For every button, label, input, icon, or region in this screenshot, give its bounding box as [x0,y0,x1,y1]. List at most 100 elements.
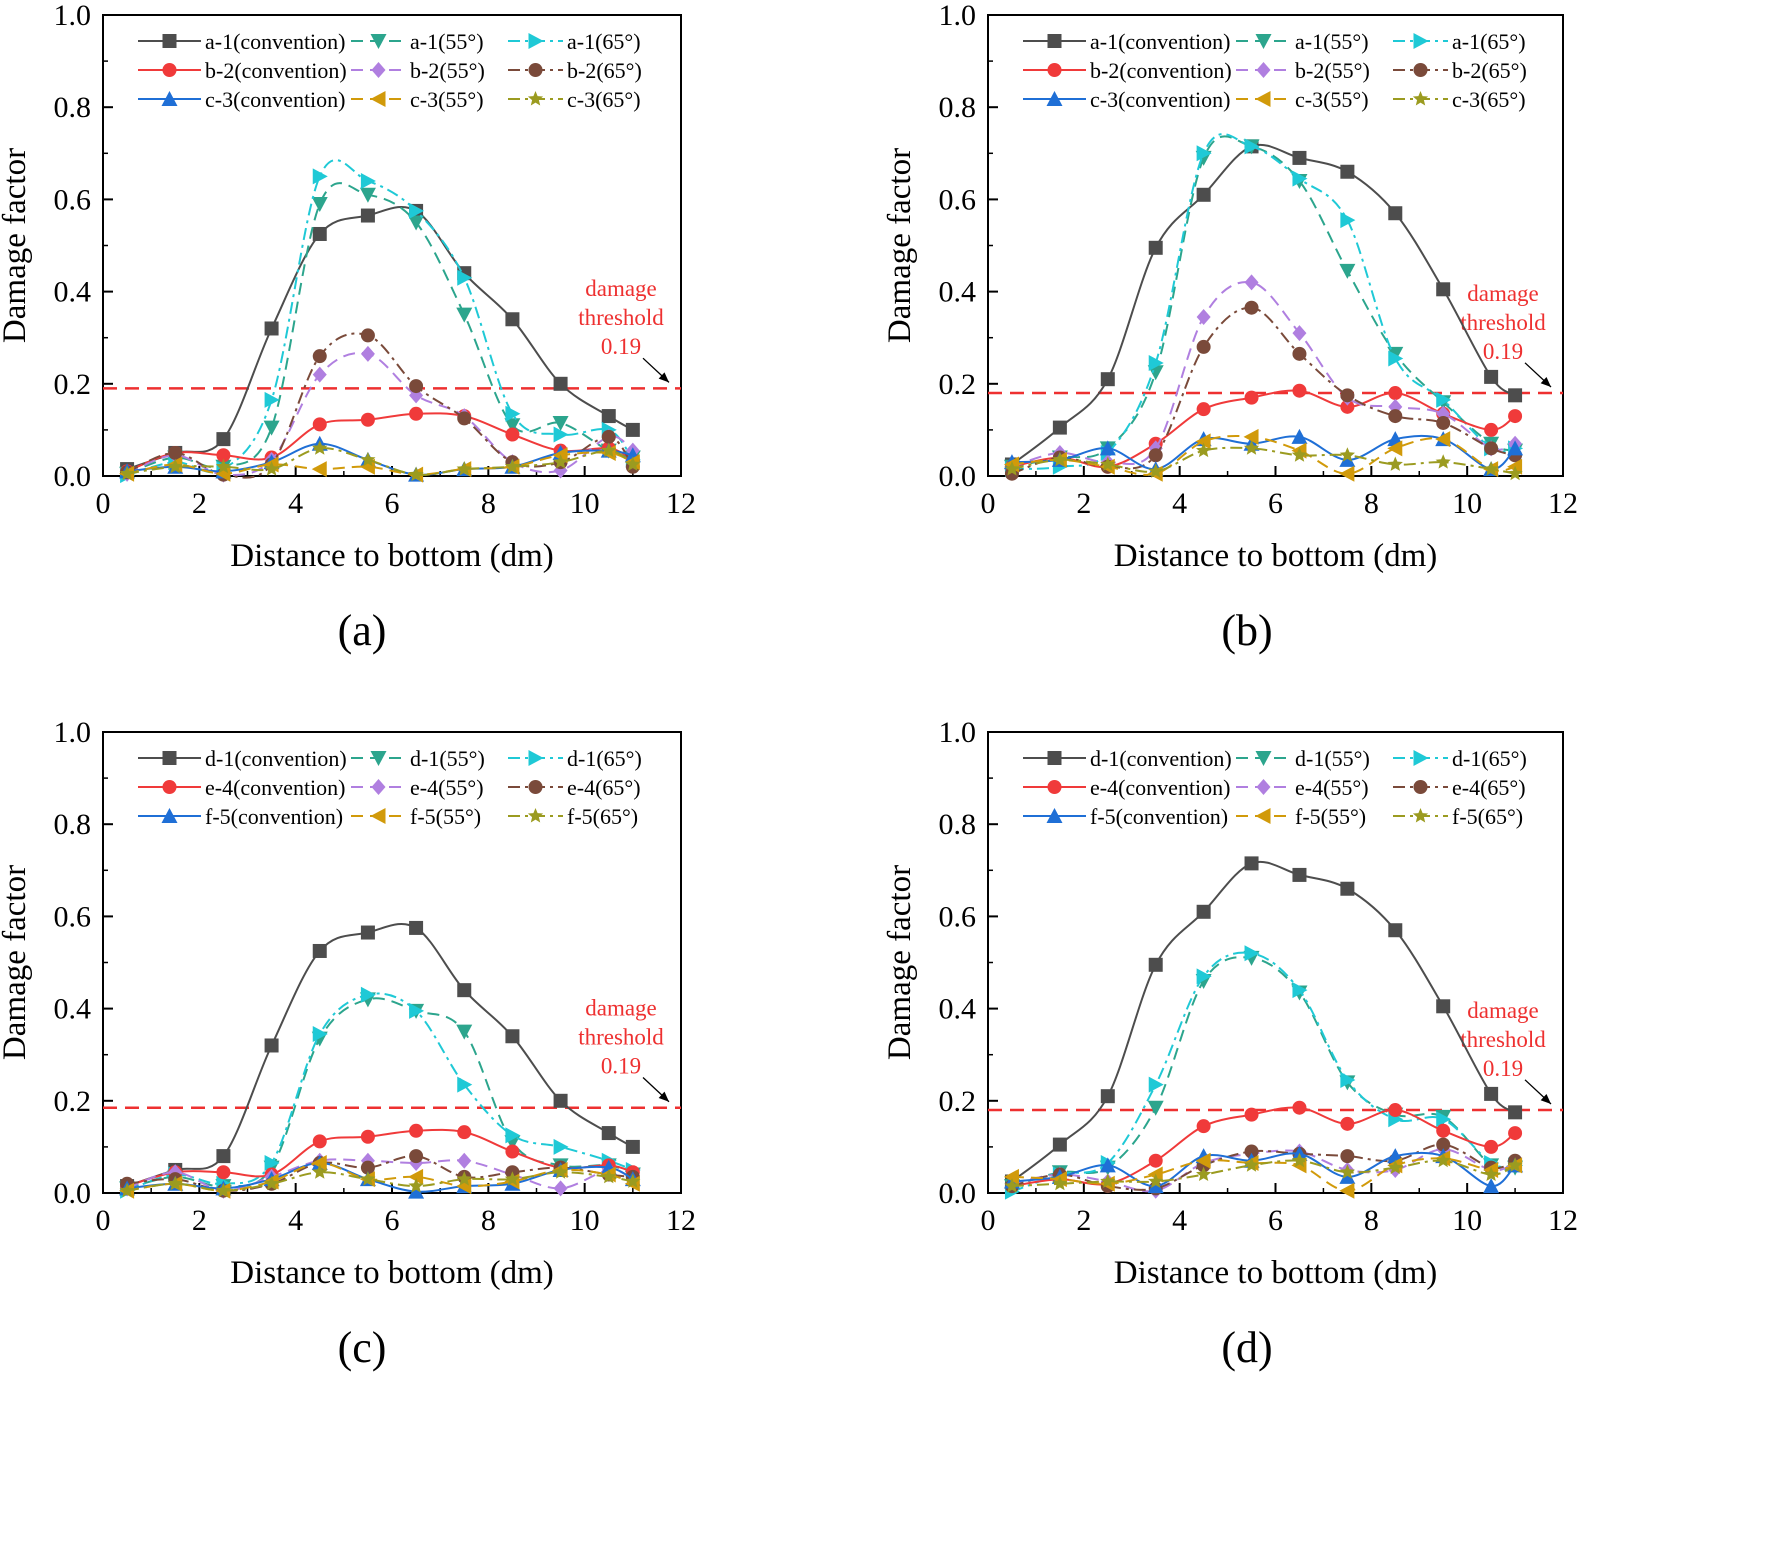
chart-panel-2: 0 2 4 6 8 10 12 0.0 0.2 0.4 0.6 0.8 1.0 Distance to b… [882,0,1578,655]
data-point [1148,355,1164,372]
data-point [1340,1072,1356,1089]
data-point [119,1182,135,1198]
data-point [601,1126,616,1141]
data-point [263,420,280,436]
legend-swatch-marker [371,62,386,78]
x-tick-label: 8 [1364,487,1379,520]
data-point [1387,1159,1403,1175]
threshold-label: 0.19 [1483,1056,1523,1081]
x-tick-label: 2 [1076,487,1091,520]
data-point [312,440,328,455]
legend-entry: d-1(65°) [508,746,642,771]
threshold-label: threshold [1460,310,1546,335]
panel-label: (c) [338,1323,387,1372]
legend-entry: c-3(convention) [138,87,346,112]
series-line [1011,1148,1516,1193]
data-point [409,1149,424,1164]
legend-swatch-marker [1255,34,1272,49]
legend-label: e-4(convention) [205,775,346,800]
data-point [1244,945,1260,962]
x-tick-label: 4 [288,1204,303,1237]
data-point [1292,867,1307,882]
data-point [312,1134,327,1149]
data-point [360,925,375,940]
legend-swatch-marker [1256,779,1271,795]
data-point [311,461,327,478]
legend-entry: f-5(55°) [1236,804,1366,829]
y-tick-label: 0.6 [54,183,92,216]
legend-entry: a-1(65°) [1393,29,1526,54]
data-point [505,1127,521,1144]
data-point [1099,1157,1116,1173]
threshold-label: damage [1467,281,1539,306]
data-point [1244,390,1259,405]
x-axis-title: Distance to bottom (dm) [230,1255,554,1291]
data-point [505,312,520,327]
data-point [1436,391,1452,408]
legend-swatch-marker [161,808,178,823]
data-point [1099,440,1116,456]
series-line [1011,1157,1516,1192]
data-point [1052,451,1068,467]
data-point [312,417,327,432]
data-point [1292,170,1308,187]
threshold-arrow-head [658,1091,669,1102]
data-point [625,422,640,437]
data-point [553,1180,568,1197]
data-point [1436,415,1451,430]
data-point [1388,409,1403,424]
data-point [409,1002,425,1019]
data-point [216,1149,231,1164]
data-point [456,1171,472,1186]
legend-swatch-marker [1412,808,1429,823]
legend-swatch-marker [1413,750,1429,766]
x-tick-label: 6 [385,1204,400,1237]
data-point [1339,263,1356,279]
y-axis-title: Damage factor [882,148,918,343]
series-f-5(65°) [1004,1152,1523,1193]
y-tick-label: 0.4 [54,993,92,1026]
data-point [312,366,327,383]
legend-label: c-3(55°) [410,87,484,112]
data-point [1244,274,1259,291]
panel-label: (a) [338,606,387,655]
data-point [360,1171,376,1186]
data-point [601,409,616,424]
y-tick-label: 0.2 [939,1085,977,1118]
data-point [408,1168,424,1185]
data-point [1291,447,1308,462]
x-axis-title: Distance to bottom (dm) [230,538,554,574]
legend-label: f-5(65°) [567,804,638,829]
data-point [504,458,520,474]
data-point [553,1093,568,1108]
data-point [1196,339,1211,354]
data-point [264,391,280,408]
x-tick-label: 12 [666,487,696,520]
y-tick-label: 0.2 [939,368,977,401]
data-point [1148,448,1163,463]
legend-swatch-marker [527,91,544,106]
data-point [1243,440,1260,455]
x-axis-title: Distance to bottom (dm) [1114,538,1438,574]
data-point [409,379,424,394]
x-tick-label: 12 [1548,487,1578,520]
data-point [1436,282,1451,297]
y-tick-label: 1.0 [939,0,977,32]
chart-panel-4: 0 2 4 6 8 10 12 0.0 0.2 0.4 0.6 0.8 1.0 Distance to b… [882,716,1578,1372]
data-point [312,349,327,364]
legend-swatch-marker [370,751,387,766]
legend-label: a-1(convention) [205,29,346,54]
data-point [1196,145,1212,162]
y-tick-label: 0.2 [54,1085,92,1118]
legend-label: d-1(convention) [1090,746,1232,771]
data-point [1292,325,1307,342]
threshold-arrow-head [1540,1093,1551,1105]
data-point [601,1168,617,1184]
data-point [1052,1137,1067,1152]
legend-entry: d-1(convention) [1023,746,1232,771]
series-line [126,159,634,477]
data-point [1340,1149,1355,1164]
data-point [1436,999,1451,1014]
threshold-label: threshold [578,305,664,330]
data-point [1340,881,1355,896]
